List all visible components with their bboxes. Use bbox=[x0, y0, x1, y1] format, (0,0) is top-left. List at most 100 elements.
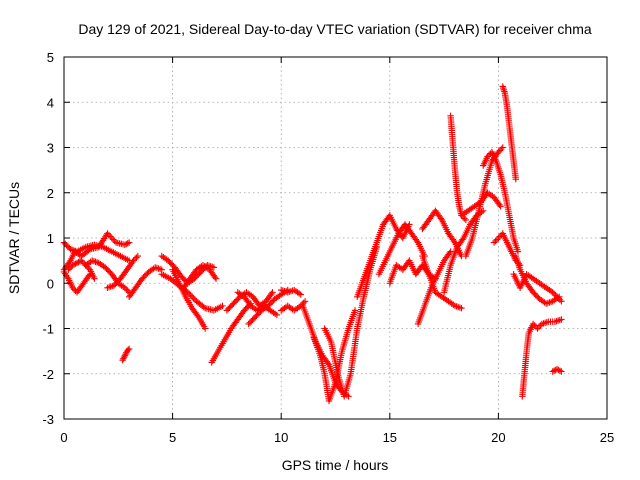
series-arc17 bbox=[278, 298, 309, 314]
data-point bbox=[495, 148, 502, 156]
data-point bbox=[301, 298, 309, 305]
data-point bbox=[324, 359, 332, 367]
y-tick-label: -1 bbox=[42, 322, 54, 337]
x-tick-label: 5 bbox=[169, 430, 176, 445]
series-arc23 bbox=[375, 221, 428, 278]
data-point bbox=[211, 274, 219, 281]
data-point bbox=[498, 145, 505, 153]
y-tick-label: 0 bbox=[47, 276, 54, 291]
data-point bbox=[529, 320, 537, 328]
data-point bbox=[552, 292, 559, 299]
data-point bbox=[133, 254, 140, 261]
data-point bbox=[69, 284, 76, 291]
data-point bbox=[549, 289, 556, 296]
data-point bbox=[484, 153, 491, 160]
y-tick-label: -3 bbox=[42, 412, 54, 427]
data-point bbox=[194, 312, 201, 319]
data-point bbox=[69, 261, 76, 269]
data-point bbox=[123, 286, 130, 293]
data-point bbox=[490, 239, 498, 246]
data-point bbox=[553, 293, 561, 301]
data-point bbox=[495, 234, 502, 242]
data-point bbox=[268, 290, 275, 298]
data-point bbox=[110, 236, 117, 243]
data-point bbox=[108, 234, 115, 242]
series-arc10 bbox=[158, 271, 226, 314]
data-point bbox=[479, 207, 487, 215]
data-point bbox=[556, 296, 564, 304]
data-point bbox=[558, 368, 565, 375]
x-tick-label: 10 bbox=[274, 430, 288, 445]
data-point bbox=[514, 248, 522, 255]
data-point bbox=[65, 266, 72, 273]
series-arc32 bbox=[479, 148, 522, 255]
y-axis-label: SDTVAR / TECUs bbox=[6, 182, 22, 294]
data-point bbox=[550, 367, 558, 374]
data-point bbox=[550, 290, 558, 298]
x-axis-label: GPS time / hours bbox=[282, 457, 389, 473]
data-point bbox=[104, 230, 111, 237]
data-point bbox=[413, 237, 421, 245]
data-points bbox=[60, 83, 565, 405]
data-point bbox=[219, 302, 226, 310]
data-point bbox=[124, 287, 131, 294]
data-point bbox=[131, 255, 139, 263]
data-point bbox=[497, 203, 504, 210]
data-point bbox=[186, 290, 193, 298]
data-point bbox=[125, 345, 133, 353]
series-arc22 bbox=[354, 212, 413, 301]
data-point bbox=[555, 295, 562, 302]
data-point bbox=[446, 249, 453, 257]
data-point bbox=[298, 301, 306, 308]
data-point bbox=[73, 259, 81, 267]
series-arc14 bbox=[223, 289, 276, 314]
y-tick-label: 3 bbox=[47, 141, 54, 156]
data-point bbox=[124, 346, 132, 354]
data-point bbox=[76, 258, 84, 265]
data-point bbox=[499, 144, 506, 151]
data-point bbox=[121, 352, 129, 359]
data-point bbox=[201, 325, 209, 332]
y-tick-label: 4 bbox=[47, 95, 54, 110]
series-arc33 bbox=[499, 83, 519, 183]
y-tick-label: -2 bbox=[42, 367, 54, 382]
series-arc25 bbox=[419, 207, 465, 260]
data-point bbox=[123, 240, 130, 248]
data-point bbox=[351, 307, 359, 314]
chart-title: Day 129 of 2021, Sidereal Day-to-day VTE… bbox=[78, 21, 591, 37]
data-point bbox=[105, 231, 113, 239]
series-arc18 bbox=[278, 286, 304, 298]
series-arc6 bbox=[104, 252, 142, 291]
data-point bbox=[269, 289, 276, 296]
series-arc27 bbox=[419, 252, 465, 312]
data-point bbox=[78, 257, 85, 264]
series-arc3 bbox=[60, 268, 94, 296]
x-tick-label: 0 bbox=[60, 430, 67, 445]
series-arc35 bbox=[512, 252, 563, 307]
data-point bbox=[273, 311, 281, 319]
data-point bbox=[79, 258, 87, 266]
series-arc11 bbox=[169, 266, 209, 332]
data-point bbox=[485, 151, 493, 159]
data-point bbox=[458, 304, 465, 312]
data-point bbox=[549, 368, 556, 375]
data-point bbox=[212, 275, 220, 282]
data-point bbox=[66, 258, 73, 266]
series-arc7 bbox=[119, 345, 133, 364]
data-point bbox=[531, 322, 538, 329]
data-point bbox=[134, 252, 142, 260]
data-point bbox=[496, 147, 504, 154]
data-point bbox=[496, 201, 503, 209]
data-point bbox=[553, 366, 561, 373]
data-point bbox=[297, 291, 304, 298]
x-tick-label: 20 bbox=[491, 430, 505, 445]
data-point bbox=[493, 236, 501, 243]
series-arc36 bbox=[510, 271, 565, 305]
data-point bbox=[121, 241, 129, 248]
data-point bbox=[437, 215, 445, 222]
series-arc31 bbox=[440, 207, 487, 296]
data-point bbox=[555, 366, 562, 374]
data-point bbox=[534, 325, 541, 332]
series-arc34 bbox=[490, 230, 524, 269]
